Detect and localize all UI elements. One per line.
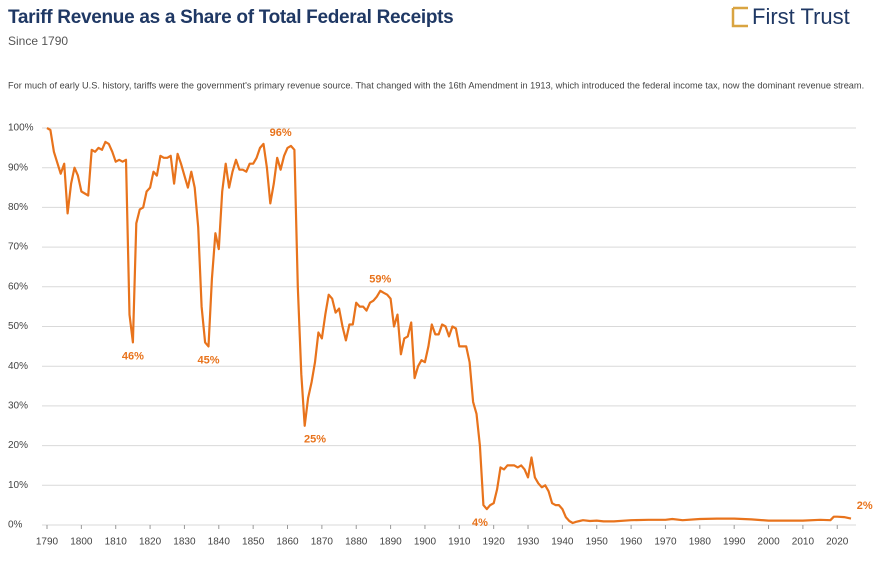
data-line [46,127,852,525]
x-tick-label: 1800 [70,537,93,548]
y-tick-label: 70% [8,242,28,253]
x-tick-label: 1880 [345,537,368,548]
x-tick-label: 1960 [620,537,643,548]
x-tick-label: 1940 [551,537,574,548]
y-tick-label: 50% [8,321,28,332]
annotation: 96% [270,127,292,139]
annotation: 45% [197,354,219,366]
x-tick-label: 1900 [414,537,437,548]
logo-mark [731,6,748,28]
x-tick-label: 1990 [723,537,746,548]
x-tick-label: 1870 [311,537,334,548]
x-tick-label: 1950 [586,537,609,548]
chart-title: Tariff Revenue as a Share of Total Feder… [8,7,453,28]
x-tick-label: 1970 [654,537,677,548]
x-tick-label: 1790 [36,537,59,548]
y-tick-label: 10% [8,480,28,491]
y-tick-label: 80% [8,202,28,213]
annotation: 4% [472,517,488,529]
x-tick-label: 1850 [242,537,265,548]
x-tick-label: 1820 [139,537,162,548]
y-tick-label: 0% [8,520,23,531]
x-tick-label: 1840 [208,537,231,548]
annotation: 59% [369,274,391,286]
x-tick-label: 1810 [105,537,128,548]
x-tick-label: 2020 [826,537,849,548]
y-tick-label: 30% [8,401,28,412]
annotation: 46% [122,350,144,362]
x-tick-label: 1980 [689,537,712,548]
x-tick-label: 1830 [173,537,196,548]
x-tick-label: 2010 [792,537,815,548]
chart-subtitle: Since 1790 [8,34,68,48]
logo-text: First Trust [752,4,850,29]
logo: First Trust [731,4,850,29]
x-tick-label: 1930 [517,537,540,548]
x-tick-label: 1920 [483,537,506,548]
chart-note: For much of early U.S. history, tariffs … [8,80,864,90]
y-tick-label: 40% [8,361,28,372]
y-tick-label: 100% [8,123,34,134]
annotation: 25% [304,434,326,446]
y-tick-label: 20% [8,440,28,451]
x-tick-label: 1910 [448,537,471,548]
x-tick-label: 2000 [757,537,780,548]
x-tick-label: 1890 [379,537,402,548]
y-tick-label: 60% [8,281,28,292]
x-tick-label: 1860 [276,537,299,548]
annotation: 2% [857,500,873,512]
y-tick-label: 90% [8,162,28,173]
